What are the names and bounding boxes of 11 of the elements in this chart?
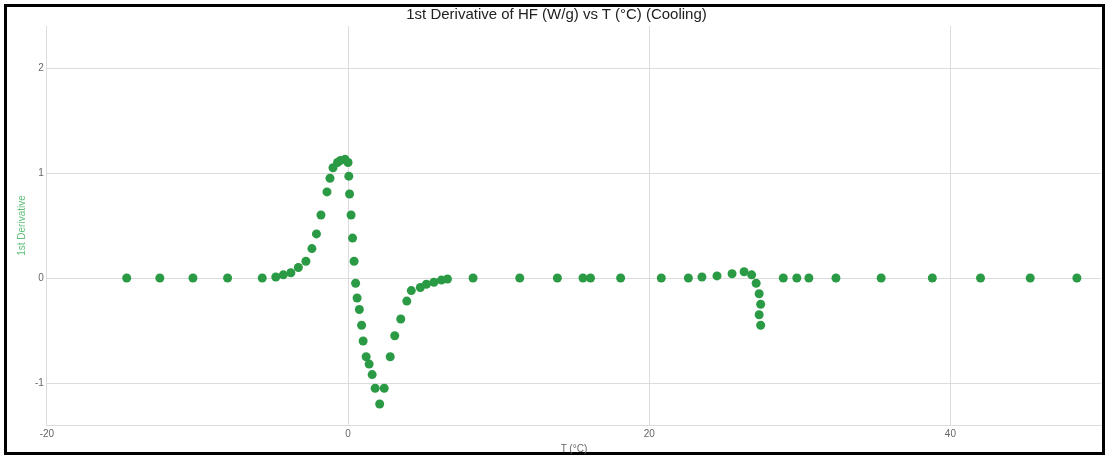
y-tick-label: 1 — [38, 166, 45, 178]
x-tick-label: -20 — [39, 427, 55, 439]
y-tick-label: -1 — [34, 376, 45, 388]
x-tick-label: 40 — [944, 427, 957, 439]
x-axis-title: T (°C) — [560, 442, 588, 454]
y-axis-title: 1st Derivative — [15, 194, 27, 256]
x-tick-label: 0 — [345, 427, 352, 439]
x-tick-label: 20 — [643, 427, 656, 439]
chart-title: 1st Derivative of HF (W/g) vs T (°C) (Cooling) — [406, 5, 707, 23]
y-tick-label: 2 — [38, 61, 45, 73]
y-tick-label: 0 — [38, 271, 45, 283]
